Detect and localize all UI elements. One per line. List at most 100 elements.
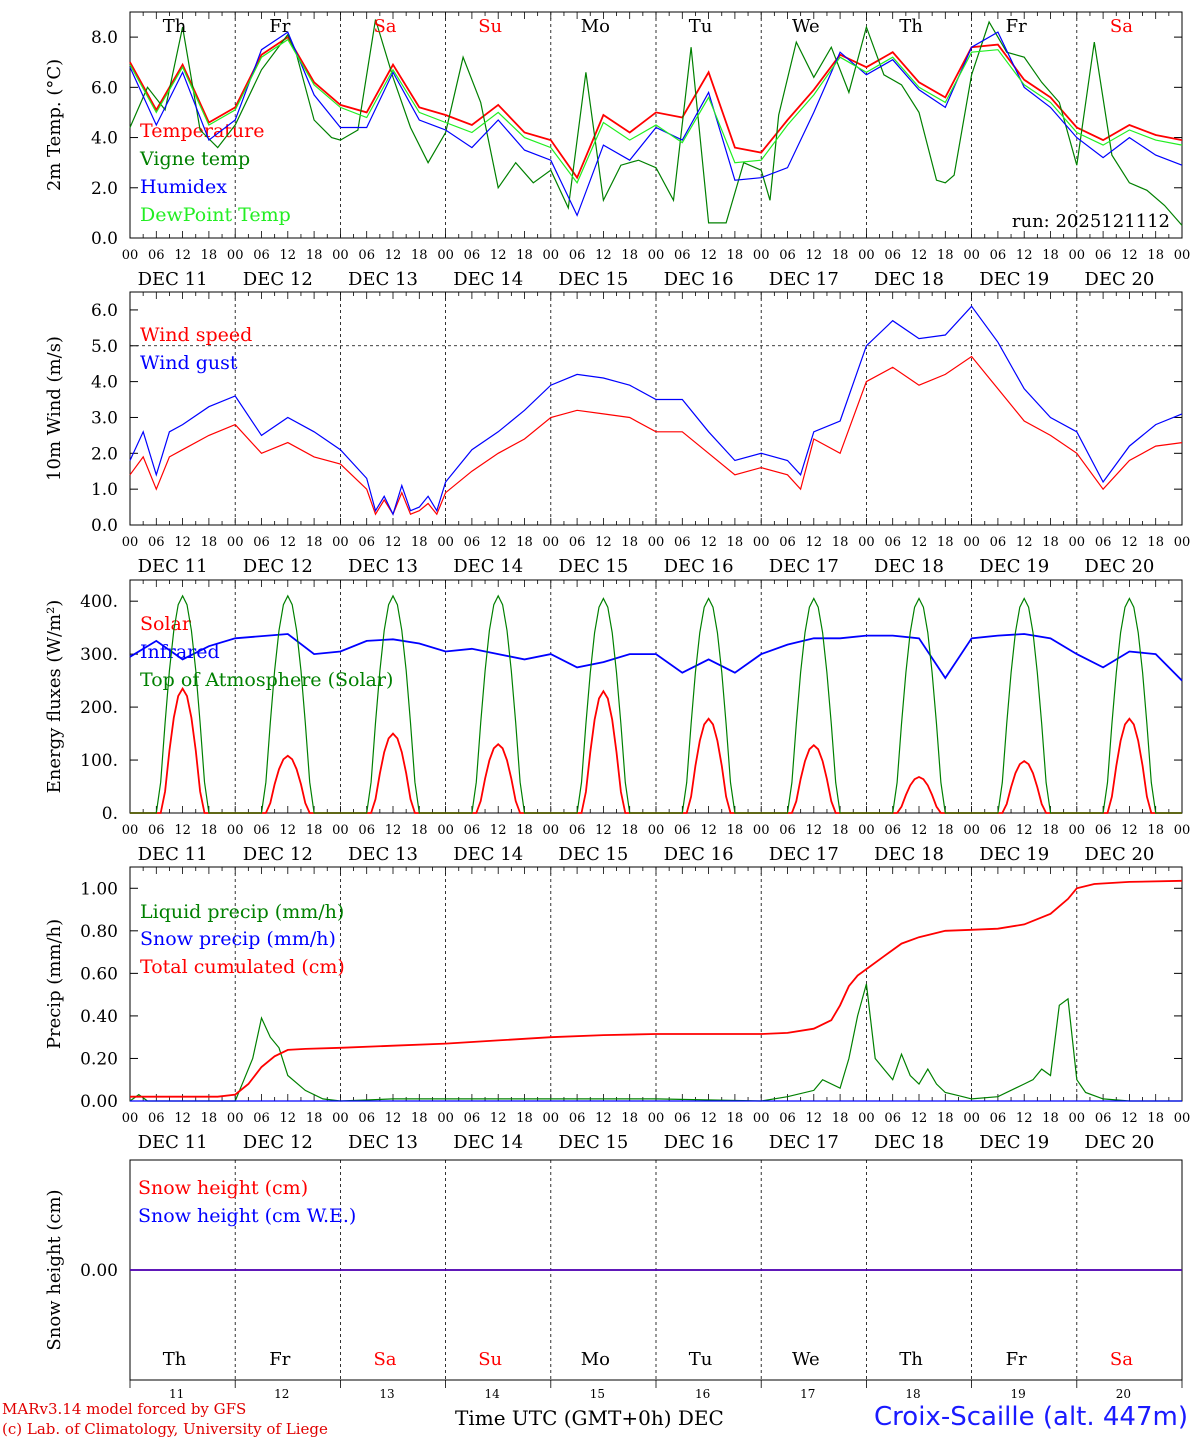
weekday-top: Th: [899, 16, 923, 37]
hour-label: 00: [437, 1111, 454, 1126]
y-tick-label: 4.0: [91, 129, 118, 149]
hour-label: 12: [1121, 535, 1138, 550]
y-tick-label: 0.00: [80, 1092, 118, 1112]
date-label: DEC 11: [138, 556, 208, 577]
hour-label: 06: [884, 535, 901, 550]
hour-label: 00: [437, 823, 454, 838]
hour-label: 06: [674, 248, 691, 263]
hour-label: 18: [1042, 248, 1059, 263]
hour-label: 18: [832, 1111, 849, 1126]
hour-label: 06: [1095, 823, 1112, 838]
weekday-bottom: Fr: [1006, 1349, 1027, 1370]
day-number: 17: [800, 1387, 815, 1401]
series-line-wind-speed: [129, 355, 1183, 516]
hour-label: 18: [937, 1111, 954, 1126]
hour-label: 06: [1095, 1111, 1112, 1126]
y-tick-label: 200.: [80, 698, 118, 718]
hour-label: 06: [884, 1111, 901, 1126]
hour-label: 18: [832, 248, 849, 263]
model-credit: MARv3.14 model forced by GFS: [2, 1400, 247, 1418]
hour-label: 12: [280, 1111, 297, 1126]
hour-label: 00: [1069, 823, 1086, 838]
y-tick-label: 0.60: [80, 964, 118, 984]
date-label: DEC 20: [1084, 1132, 1154, 1153]
hour-label: 00: [122, 248, 139, 263]
date-label: DEC 14: [453, 844, 523, 865]
hour-label: 00: [543, 248, 560, 263]
hour-label: 12: [1016, 535, 1033, 550]
series-line-humidex: [129, 31, 1183, 217]
hour-label: 00: [543, 1111, 560, 1126]
y-tick-label: 0.0: [91, 516, 118, 536]
date-label: DEC 12: [243, 1132, 313, 1153]
hour-label: 18: [306, 535, 323, 550]
hour-label: 06: [990, 823, 1007, 838]
hour-label: 00: [648, 535, 665, 550]
legend-infrared: Infrared: [140, 641, 220, 663]
hour-label: 18: [516, 248, 533, 263]
hour-label: 00: [963, 823, 980, 838]
hour-label: 12: [911, 248, 928, 263]
y-tick-label: 0.40: [80, 1007, 118, 1027]
hour-label: 00: [543, 823, 560, 838]
hour-label: 18: [937, 823, 954, 838]
hour-label: 06: [148, 823, 165, 838]
date-label: DEC 19: [979, 844, 1049, 865]
legend-solar: Solar: [140, 613, 192, 635]
date-label: DEC 17: [769, 844, 839, 865]
y-tick-label: 3.0: [91, 408, 118, 428]
hour-label: 00: [963, 248, 980, 263]
hour-label: 00: [1069, 535, 1086, 550]
hour-label: 12: [1016, 823, 1033, 838]
weekday-top: Su: [478, 16, 502, 37]
weekday-bottom: Sa: [373, 1349, 396, 1370]
legend-snow-height-cm-w-e-: Snow height (cm W.E.): [138, 1205, 356, 1227]
hour-label: 18: [516, 1111, 533, 1126]
y-tick-label: 0.0: [91, 229, 118, 249]
date-label: DEC 11: [138, 844, 208, 865]
date-label: DEC 16: [664, 556, 734, 577]
date-label: DEC 13: [348, 1132, 418, 1153]
weekday-top: Sa: [373, 16, 396, 37]
hour-label: 12: [700, 535, 717, 550]
hour-label: 12: [385, 248, 402, 263]
hour-label: 18: [411, 248, 428, 263]
hour-label: 00: [122, 535, 139, 550]
hour-label: 18: [727, 248, 744, 263]
legend-temperature: Temperature: [140, 120, 264, 142]
weekday-bottom: Th: [899, 1349, 923, 1370]
hour-label: 12: [595, 248, 612, 263]
hour-label: 18: [727, 823, 744, 838]
hour-label: 06: [674, 823, 691, 838]
date-label: DEC 20: [1084, 844, 1154, 865]
hour-label: 06: [779, 823, 796, 838]
date-label: DEC 12: [243, 269, 313, 290]
hour-label: 12: [911, 1111, 928, 1126]
hour-label: 18: [621, 823, 638, 838]
date-label: DEC 15: [558, 269, 628, 290]
weekday-top: Fr: [269, 16, 290, 37]
date-label: DEC 20: [1084, 556, 1154, 577]
hour-label: 06: [1095, 248, 1112, 263]
hour-label: 00: [332, 248, 349, 263]
hour-label: 12: [806, 823, 823, 838]
hour-label: 06: [990, 248, 1007, 263]
hour-label: 18: [937, 248, 954, 263]
hour-label: 18: [411, 1111, 428, 1126]
hour-label: 12: [595, 823, 612, 838]
day-number: 16: [695, 1387, 710, 1401]
day-number: 20: [1116, 1387, 1131, 1401]
date-label: DEC 18: [874, 844, 944, 865]
hour-label: 06: [148, 1111, 165, 1126]
hour-label: 18: [1042, 535, 1059, 550]
hour-label: 12: [174, 1111, 191, 1126]
hour-label: 12: [700, 1111, 717, 1126]
weekday-top: Sa: [1110, 16, 1133, 37]
date-label: DEC 19: [979, 1132, 1049, 1153]
hour-label: 00: [753, 248, 770, 263]
date-label: DEC 20: [1084, 269, 1154, 290]
weekday-bottom: Mo: [581, 1349, 610, 1370]
hour-label: 00: [227, 248, 244, 263]
y-axis-label: 2m Temp. (°C): [44, 59, 65, 191]
date-label: DEC 16: [664, 844, 734, 865]
